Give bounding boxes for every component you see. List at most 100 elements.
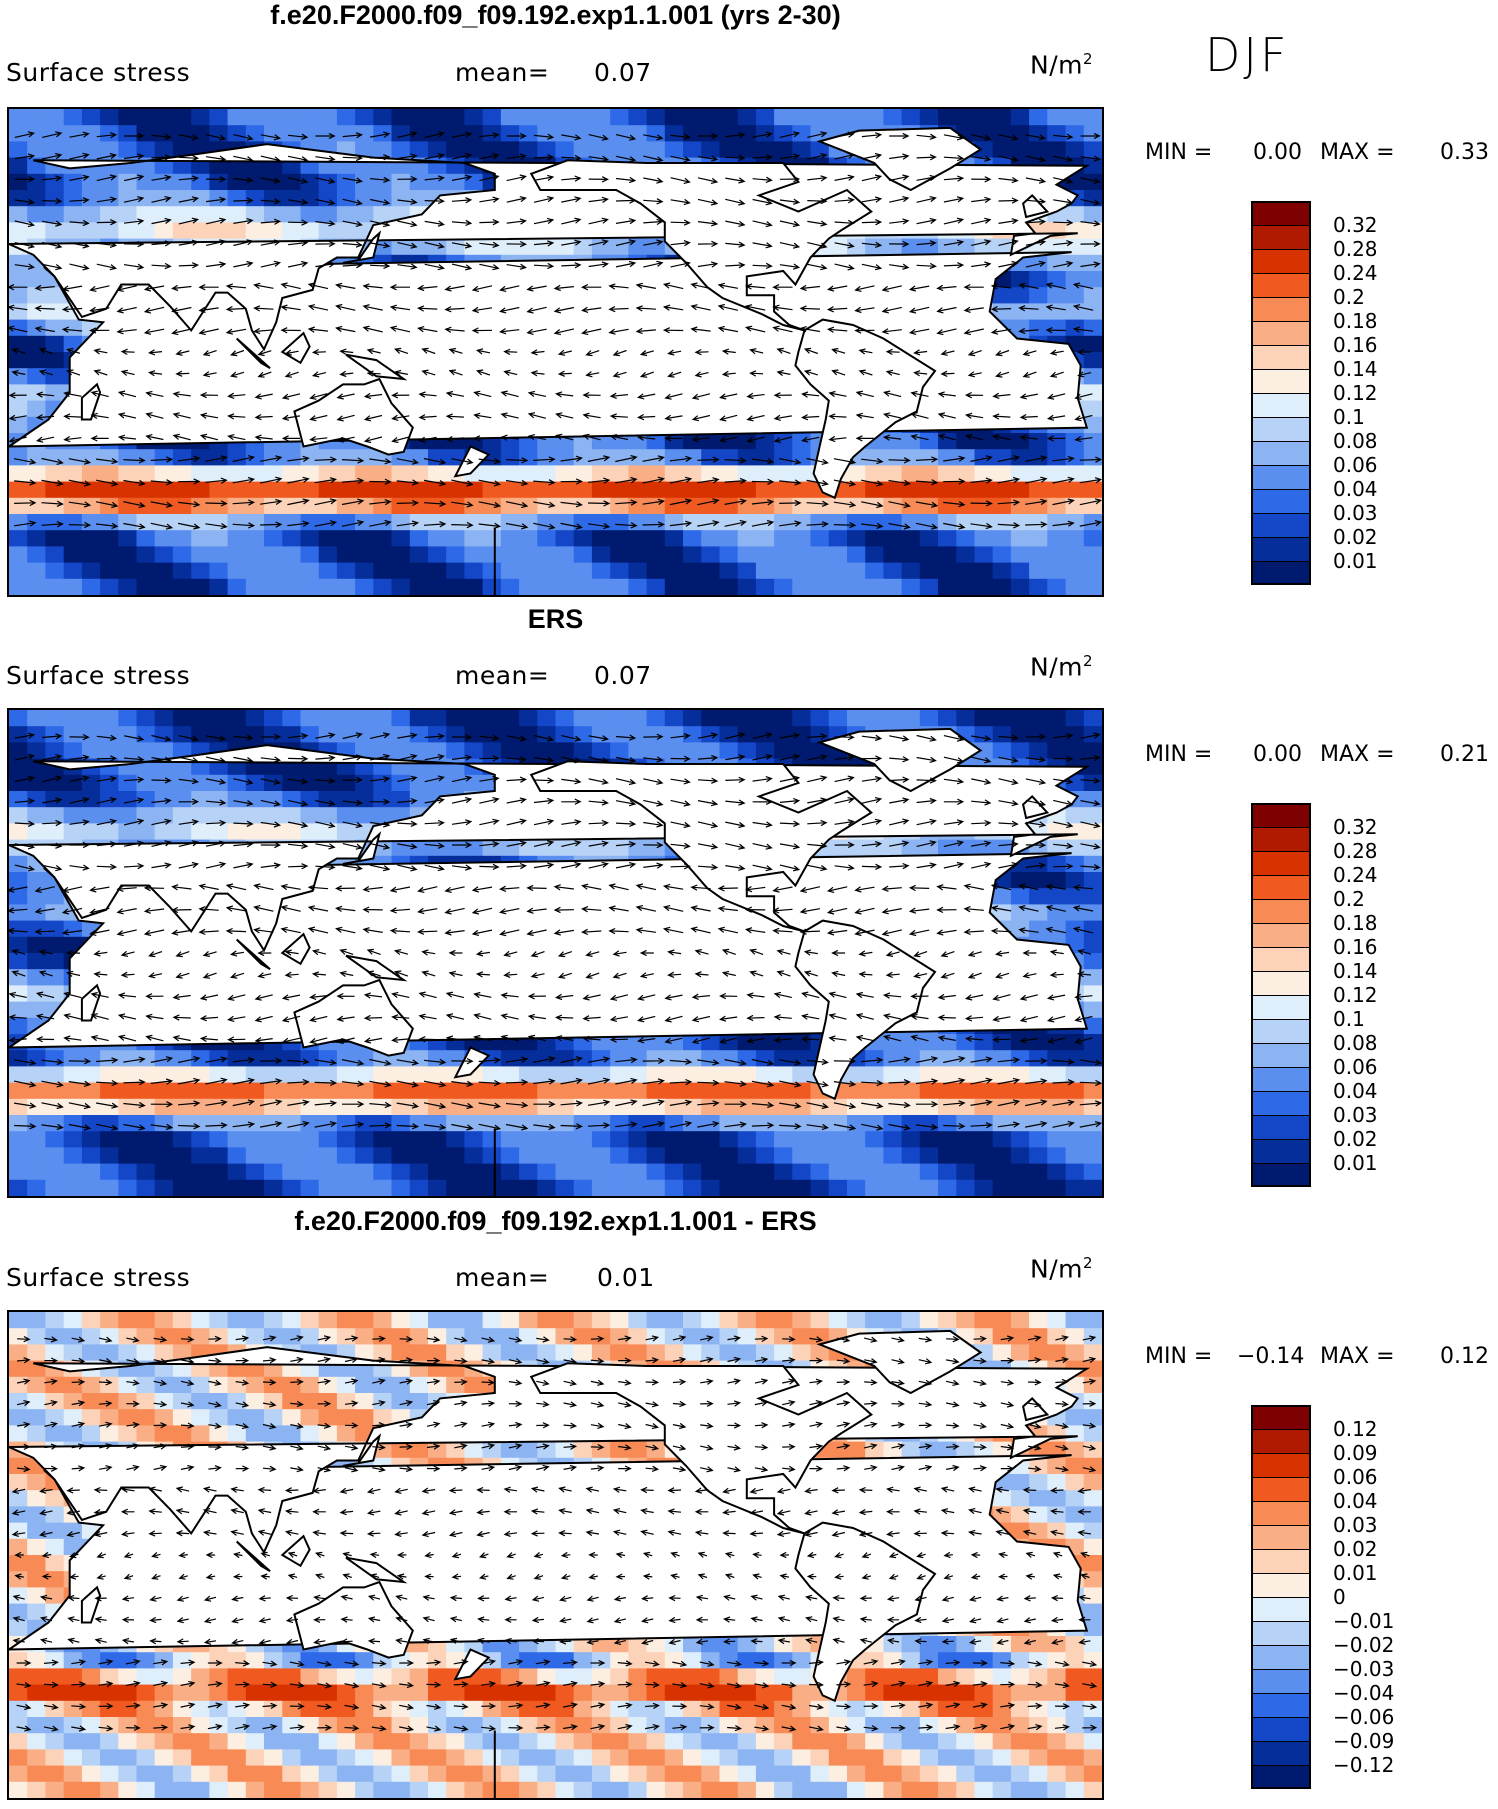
panel-3-min-value: −0.14 [1237,1344,1305,1369]
colorbar-tick-label: 0.06 [1333,453,1378,477]
colorbar-tick-label: 0.01 [1333,1561,1378,1585]
colorbar-tick-label: 0.08 [1333,429,1378,453]
colorbar-swatch [1251,1549,1311,1573]
colorbar-swatch [1251,1067,1311,1091]
colorbar-tick-label: 0.01 [1333,549,1378,573]
colorbar-tick-label: −0.02 [1333,1633,1395,1657]
colorbar-swatch [1251,441,1311,465]
colorbar-tick-label: 0.12 [1333,381,1378,405]
colorbar-tick-label: 0.02 [1333,1537,1378,1561]
panel-2-mean-value: 0.07 [594,661,652,690]
panel-2-colorbar: 0.32 0.28 0.24 0.2 0.18 0.16 0.14 0.12 0.1 0.08 0.… [1251,803,1378,1187]
panel-1-min-label: MIN = [1145,140,1213,165]
colorbar-tick-label: −0.06 [1333,1705,1395,1729]
colorbar-tick-label: 0.03 [1333,501,1378,525]
colorbar-swatch [1251,1765,1311,1789]
colorbar-tick-label: 0.28 [1333,237,1378,261]
colorbar-swatch [1251,851,1311,875]
panel-2-min-value: 0.00 [1253,742,1302,767]
colorbar-swatch [1251,249,1311,273]
panel-1-mean-value: 0.07 [594,58,652,87]
colorbar-swatch [1251,1501,1311,1525]
panel-2-map [7,708,1104,1198]
colorbar-swatch [1251,1163,1311,1187]
panel-3-title: f.e20.F2000.f09_f09.192.exp1.1.001 - ERS [294,1206,817,1236]
panel-3-min-label: MIN = [1145,1344,1213,1369]
colorbar-swatch [1251,297,1311,321]
colorbar-tick-label: 0.04 [1333,1489,1378,1513]
colorbar-tick-label: 0.12 [1333,983,1378,1007]
colorbar-tick-label: 0.18 [1333,309,1378,333]
panel-2-units: N/m2 [1030,652,1094,682]
colorbar-swatch [1251,1693,1311,1717]
panel-1-max-value: 0.33 [1440,140,1489,165]
colorbar-swatch [1251,803,1311,827]
colorbar-tick-label: 0.16 [1333,935,1378,959]
panel-1-variable: Surface stress [6,58,191,87]
colorbar-swatch [1251,1717,1311,1741]
colorbar-swatch [1251,1405,1311,1429]
colorbar-tick-label: 0.1 [1333,1007,1365,1031]
colorbar-swatch [1251,489,1311,513]
colorbar-swatch [1251,1645,1311,1669]
colorbar-tick-label: 0.24 [1333,261,1378,285]
colorbar-swatch [1251,225,1311,249]
panel-3-max-label: MAX = [1320,1344,1395,1369]
panel-3-mean-value: 0.01 [597,1263,655,1292]
colorbar-tick-label: 0.16 [1333,333,1378,357]
colorbar-tick-label: −0.01 [1333,1609,1395,1633]
panel-3-mean-label: mean= [455,1263,550,1292]
colorbar-tick-label: 0.1 [1333,405,1365,429]
colorbar-tick-label: 0.03 [1333,1513,1378,1537]
colorbar-tick-label: 0.01 [1333,1151,1378,1175]
colorbar-swatch [1251,1621,1311,1645]
colorbar-swatch [1251,273,1311,297]
panel-2-variable: Surface stress [6,661,191,690]
colorbar-tick-label: 0.18 [1333,911,1378,935]
colorbar-swatch [1251,995,1311,1019]
colorbar-swatch [1251,417,1311,441]
panel-2-title: ERS [527,604,584,634]
colorbar-tick-label: 0.2 [1333,285,1365,309]
colorbar-swatch [1251,201,1311,225]
colorbar-swatch [1251,1453,1311,1477]
colorbar-tick-label: 0.06 [1333,1055,1378,1079]
colorbar-tick-label: 0.32 [1333,815,1378,839]
colorbar-swatch [1251,393,1311,417]
colorbar-swatch [1251,1139,1311,1163]
colorbar-swatch [1251,1115,1311,1139]
colorbar-tick-label: 0.04 [1333,477,1378,501]
colorbar-swatch [1251,971,1311,995]
colorbar-swatch [1251,1741,1311,1765]
colorbar-tick-label: 0.28 [1333,839,1378,863]
wind-stress-vectors [11,1335,1098,1732]
colorbar-swatch [1251,561,1311,585]
panel-1-mean-label: mean= [455,58,550,87]
colorbar-swatch [1251,1019,1311,1043]
panel-1-max-label: MAX = [1320,140,1395,165]
colorbar-swatch [1251,1043,1311,1067]
panel-1-units: N/m2 [1030,50,1094,80]
panel-2-max-label: MAX = [1320,742,1395,767]
colorbar-swatch [1251,1597,1311,1621]
colorbar-swatch [1251,537,1311,561]
colorbar-swatch [1251,513,1311,537]
colorbar-tick-label: 0.2 [1333,887,1365,911]
colorbar-swatch [1251,1573,1311,1597]
colorbar-tick-label: 0.12 [1333,1417,1378,1441]
colorbar-tick-label: 0.09 [1333,1441,1378,1465]
panel-2-max-value: 0.21 [1440,742,1489,767]
panel-3-units: N/m2 [1030,1254,1094,1284]
colorbar-swatch [1251,923,1311,947]
colorbar-tick-label: −0.04 [1333,1681,1395,1705]
colorbar-tick-label: 0.06 [1333,1465,1378,1489]
colorbar-tick-label: 0.32 [1333,213,1378,237]
colorbar-tick-label: 0.02 [1333,525,1378,549]
continents [9,1329,1091,1798]
colorbar-swatch [1251,321,1311,345]
colorbar-swatch [1251,875,1311,899]
colorbar-tick-label: 0 [1333,1585,1346,1609]
colorbar-tick-label: 0.14 [1333,357,1378,381]
colorbar-swatch [1251,899,1311,923]
colorbar-tick-label: 0.24 [1333,863,1378,887]
